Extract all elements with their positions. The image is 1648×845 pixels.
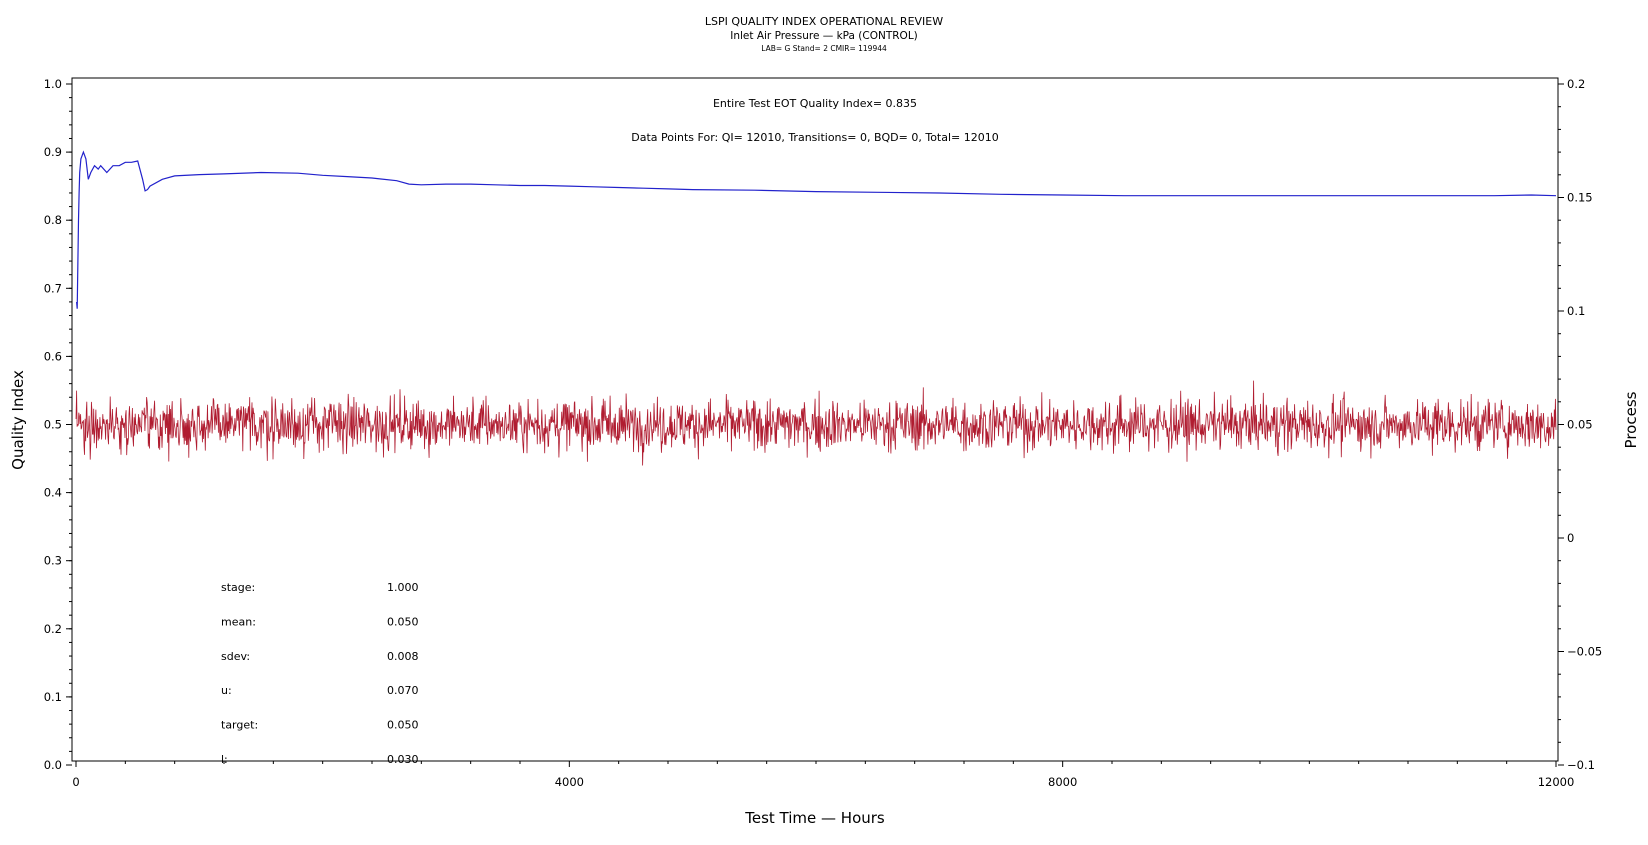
- y-tick-label: 0.5: [44, 418, 62, 432]
- axes-layer: 0.0 0.1 0.2 0.3 0.4 0.5 0.6 0.7 0.8 0.9 1.0 −0.1 −0.…: [44, 77, 1603, 789]
- eot-annotation: Entire Test EOT Quality Index= 0.835: [713, 97, 917, 110]
- y-tick-label: 0.3: [44, 554, 62, 568]
- y2-tick-label: −0.1: [1567, 758, 1595, 772]
- quality-index-series-line: [76, 150, 1557, 309]
- y-tick-label: 0.1: [44, 690, 62, 704]
- stat-value: 0.050: [387, 719, 419, 732]
- y2-tick-label: 0.05: [1567, 418, 1593, 432]
- y-tick-label: 0.7: [44, 281, 62, 295]
- stat-label: u:: [221, 684, 232, 697]
- y-tick-label: 0.8: [44, 213, 62, 227]
- stat-value: 0.070: [387, 684, 419, 697]
- y-tick-label: 0.4: [44, 486, 62, 500]
- y-tick-label: 0.6: [44, 349, 62, 363]
- stats-table: stage: 1.000 mean: 0.050 sdev: 0.008 u: 0.070 ta…: [221, 581, 419, 766]
- x-tick-label: 4000: [555, 775, 584, 789]
- stat-value: 0.050: [387, 615, 419, 628]
- y2-tick-label: 0.1: [1567, 304, 1585, 318]
- y2-tick-label: 0.2: [1567, 77, 1585, 91]
- y2-tick-label: 0.15: [1567, 191, 1593, 205]
- chart-subsubtitle: LAB= G Stand= 2 CMIR= 119944: [761, 44, 887, 53]
- x-tick-label: 8000: [1048, 775, 1077, 789]
- stat-label: target:: [221, 719, 258, 732]
- y-tick-label: 0.0: [44, 758, 62, 772]
- stat-label: sdev:: [221, 650, 250, 663]
- y-tick-label: 0.2: [44, 622, 62, 636]
- datapoints-annotation: Data Points For: QI= 12010, Transitions=…: [631, 131, 999, 144]
- stat-label: mean:: [221, 615, 256, 628]
- y2-axis-title: Process: [1622, 391, 1640, 448]
- stat-value: 0.030: [387, 753, 419, 766]
- process-series-line: [75, 380, 1557, 466]
- chart-subtitle: Inlet Air Pressure — kPa (CONTROL): [730, 30, 918, 42]
- stat-value: 1.000: [387, 581, 419, 594]
- y-tick-label: 1.0: [44, 77, 62, 91]
- stat-value: 0.008: [387, 650, 419, 663]
- chart-title: LSPI QUALITY INDEX OPERATIONAL REVIEW: [705, 15, 943, 28]
- y2-tick-label: 0: [1567, 531, 1574, 545]
- stat-label: stage:: [221, 581, 255, 594]
- y-axis-title: Quality Index: [9, 370, 27, 470]
- x-tick-label: 0: [72, 775, 79, 789]
- plot-area-frame: [71, 77, 1559, 762]
- y-tick-label: 0.9: [44, 145, 62, 159]
- x-tick-label: 12000: [1538, 775, 1575, 789]
- plot-layer: [75, 150, 1557, 466]
- stat-label: l:: [221, 753, 228, 766]
- x-axis-title: Test Time — Hours: [744, 809, 885, 827]
- y2-tick-label: −0.05: [1567, 645, 1602, 659]
